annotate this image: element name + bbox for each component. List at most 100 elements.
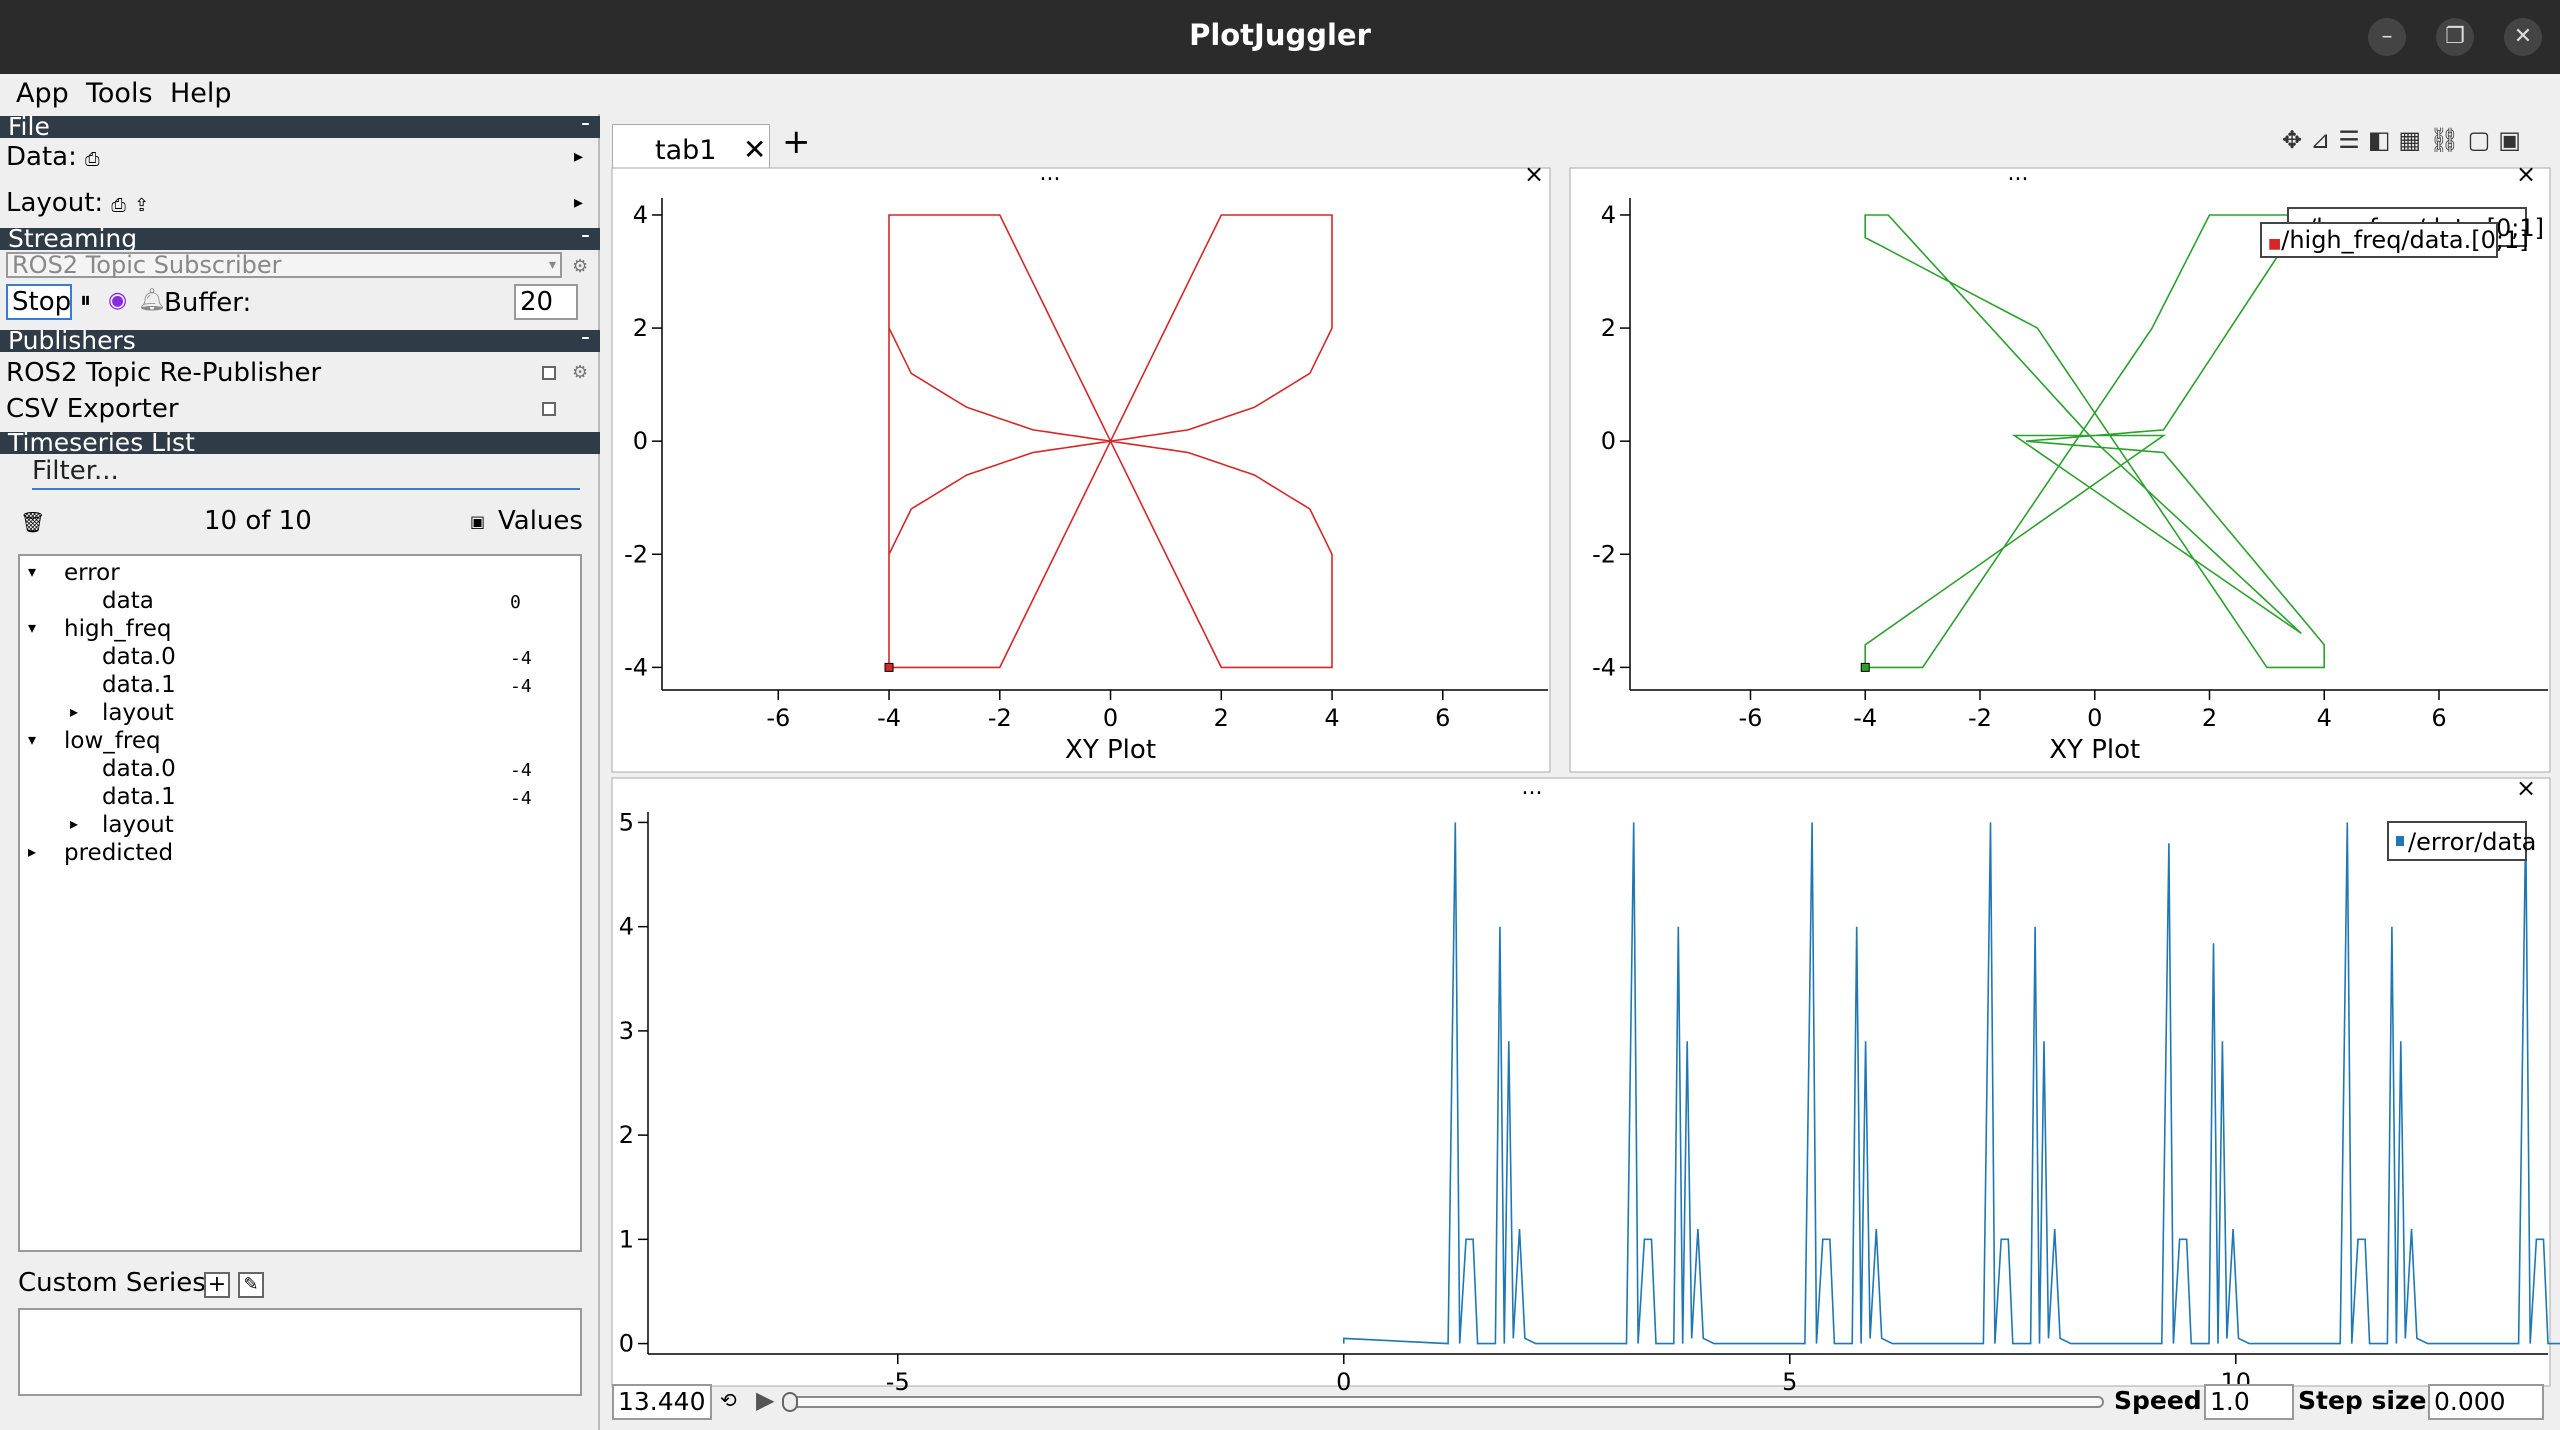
menu-tools[interactable]: Tools: [86, 78, 153, 109]
grid-icon[interactable]: ▦: [2398, 126, 2430, 154]
publishers-header-label: Publishers: [8, 330, 136, 352]
menu-help[interactable]: Help: [170, 78, 232, 109]
slider-handle[interactable]: [782, 1392, 798, 1412]
move-icon[interactable]: ✥: [2282, 126, 2311, 154]
step-size-input[interactable]: 0.000: [2428, 1384, 2544, 1420]
tree-item[interactable]: data.1: [102, 784, 176, 810]
close-tab-icon[interactable]: ✕: [743, 133, 767, 166]
tree-item[interactable]: data: [102, 588, 154, 614]
x-tick-label: 6: [2431, 704, 2446, 732]
tree-item[interactable]: high_freq: [64, 616, 172, 642]
tree-item[interactable]: low_freq: [64, 728, 161, 754]
load-layout-icon[interactable]: ⎙: [111, 195, 126, 216]
legend-high-label: /high_freq/data.[0;1]: [2281, 226, 2529, 254]
link-icon[interactable]: ⛓: [2429, 126, 2468, 154]
plot-frame-error: [611, 777, 2551, 1387]
edit-custom-series-icon[interactable]: ✎: [238, 1272, 264, 1298]
publisher-ros2-republisher[interactable]: ROS2 Topic Re-Publisher: [6, 358, 322, 388]
tree-item[interactable]: layout: [102, 812, 174, 838]
values-checkbox-icon[interactable]: ▣: [470, 512, 486, 531]
time-slider[interactable]: [782, 1392, 2104, 1412]
add-tab-button[interactable]: +: [782, 122, 811, 162]
tree-item[interactable]: data.0: [102, 644, 176, 670]
plot-title: XY Plot: [2049, 735, 2140, 765]
filter-input[interactable]: Filter...: [32, 456, 580, 490]
data-menu-arrow-icon[interactable]: ▸: [574, 146, 584, 167]
x-tick-label: -6: [1739, 704, 1763, 732]
close-plot-icon[interactable]: ×: [1524, 160, 1544, 188]
publisher-settings-gear-icon[interactable]: ⚙: [572, 362, 589, 383]
tree-item[interactable]: data.0: [102, 756, 176, 782]
series-high-freq-line: [888, 214, 1333, 669]
expand-down-icon[interactable]: ▾: [28, 618, 37, 637]
tree-item[interactable]: error: [64, 560, 120, 586]
stop-button[interactable]: Stop: [6, 284, 72, 320]
list-icon[interactable]: ☰: [2338, 126, 2368, 154]
streaming-source-value: ROS2 Topic Subscriber: [12, 251, 282, 279]
tree-item[interactable]: layout: [102, 700, 174, 726]
close-plot-icon[interactable]: ×: [2516, 774, 2536, 802]
camera-icon[interactable]: ◧: [2367, 126, 2399, 154]
publisher-csv-checkbox[interactable]: [542, 402, 556, 416]
close-plot-icon[interactable]: ×: [2516, 160, 2536, 188]
timeseries-section-header[interactable]: Timeseries List: [0, 432, 600, 454]
expand-right-icon[interactable]: ▸: [70, 814, 79, 833]
chevron-down-icon: ▾: [548, 257, 556, 273]
loop-icon[interactable]: ⟲: [720, 1388, 737, 1412]
trash-icon[interactable]: 🗑︎: [20, 510, 46, 534]
menu-app[interactable]: App: [16, 78, 69, 109]
tree-item[interactable]: predicted: [64, 840, 174, 866]
minimize-icon[interactable]: –: [2368, 18, 2406, 56]
data-label: Data:: [6, 142, 77, 172]
play-icon[interactable]: ▶: [756, 1386, 775, 1414]
publisher-csv-exporter[interactable]: CSV Exporter: [6, 394, 179, 424]
plot-title: XY Plot: [1065, 735, 1156, 765]
x-tick-label: 0: [2087, 704, 2102, 732]
window-title: PlotJuggler: [1189, 18, 1371, 52]
load-data-icon[interactable]: ⎙: [85, 149, 100, 170]
expand-right-icon[interactable]: ▸: [70, 702, 79, 721]
add-custom-series-button[interactable]: +: [204, 1272, 230, 1298]
layout-row[interactable]: Layout: ⎙ ⇪: [6, 188, 149, 218]
file-section-header[interactable]: File -: [0, 116, 600, 138]
ratio-icon[interactable]: ▣: [2498, 126, 2529, 154]
timeseries-header-label: Timeseries List: [8, 432, 195, 454]
tab-tab1[interactable]: tab1 ✕: [612, 124, 770, 170]
expand-right-icon[interactable]: ▸: [28, 842, 37, 861]
streaming-section-header[interactable]: Streaming -: [0, 228, 600, 250]
publishers-section-header[interactable]: Publishers -: [0, 330, 600, 352]
timeseries-tree[interactable]: ▾ error data 0 ▾ high_freq data.0 -4 data.1 -4 ▸ la…: [18, 554, 582, 1252]
speed-input[interactable]: 1.0: [2204, 1384, 2294, 1420]
layout-menu-arrow-icon[interactable]: ▸: [574, 192, 584, 213]
expand-down-icon[interactable]: ▾: [28, 730, 37, 749]
y-tick-label: 4: [1601, 201, 1616, 229]
custom-series-list[interactable]: [18, 1308, 582, 1396]
x-tick-label: 0: [1336, 1368, 1351, 1396]
speed-value: 1.0: [2210, 1387, 2250, 1416]
time-offset-icon[interactable]: ▢: [2467, 126, 2499, 154]
streaming-source-select[interactable]: ROS2 Topic Subscriber ▾: [6, 252, 562, 278]
close-window-icon[interactable]: ✕: [2504, 18, 2542, 56]
pause-icon[interactable]: ⏸: [80, 288, 92, 313]
expand-down-icon[interactable]: ▾: [28, 562, 37, 581]
data-row[interactable]: Data: ⎙: [6, 142, 100, 172]
buffer-input[interactable]: 20: [514, 284, 578, 320]
bell-icon[interactable]: 🔔︎: [138, 288, 166, 313]
legend-high-freq[interactable]: ■/high_freq/data.[0;1]: [2260, 222, 2529, 258]
tree-item-value: -4: [510, 648, 532, 669]
broadcast-icon[interactable]: ◉: [108, 288, 128, 313]
time-value: 13.440: [618, 1387, 706, 1416]
publisher-ros2-checkbox[interactable]: [542, 366, 556, 380]
streaming-settings-gear-icon[interactable]: ⚙: [572, 256, 589, 277]
save-layout-icon[interactable]: ⇪: [134, 195, 150, 216]
plot-high-freq[interactable]: -6 -4 -2 0 2 4 6 -4 -2 0 2 4... × XY Plot: [624, 160, 1548, 765]
legend-error-marker: [2396, 836, 2404, 846]
maximize-icon[interactable]: ❐: [2436, 18, 2474, 56]
time-input[interactable]: 13.440: [612, 1384, 712, 1420]
plot-menu-dots: ...: [1040, 161, 1061, 186]
title-bar: PlotJuggler – ❐ ✕: [0, 0, 2560, 74]
ruler-icon[interactable]: ⊿: [2310, 126, 2339, 154]
tree-item[interactable]: data.1: [102, 672, 176, 698]
